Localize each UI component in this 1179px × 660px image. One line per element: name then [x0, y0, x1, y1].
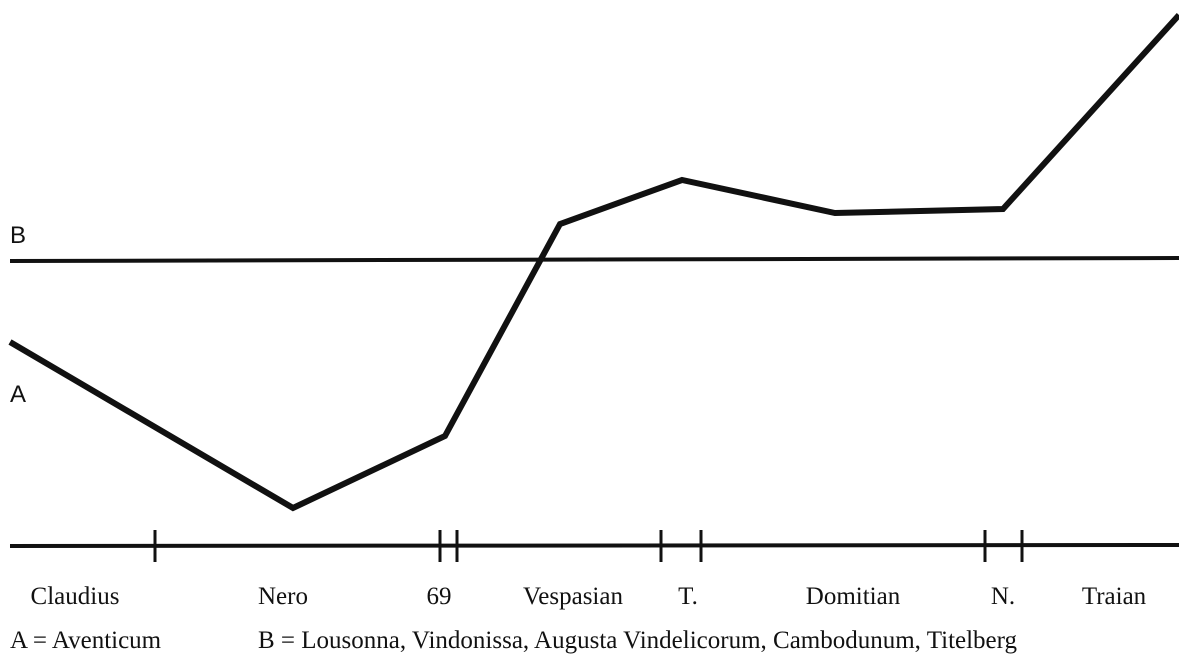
period-label: Claudius	[31, 583, 120, 610]
label-b: B	[10, 222, 26, 249]
timeline	[9, 530, 1179, 562]
timeline-axis	[9, 543, 1179, 548]
line-b	[9, 256, 1179, 263]
period-label: T.	[678, 583, 698, 610]
label-a: A	[10, 381, 26, 408]
period-label: Nero	[258, 583, 308, 610]
legend-b: B = Lousonna, Vindonissa, Augusta Vindel…	[258, 627, 1018, 654]
period-label: Domitian	[806, 583, 901, 610]
line-a	[8, 12, 1179, 512]
period-label: Traian	[1082, 583, 1147, 610]
period-label: Vespasian	[523, 583, 623, 610]
legend-a: A = Aventicum	[10, 627, 162, 654]
period-label: N.	[991, 583, 1015, 610]
period-label: 69	[427, 583, 452, 610]
